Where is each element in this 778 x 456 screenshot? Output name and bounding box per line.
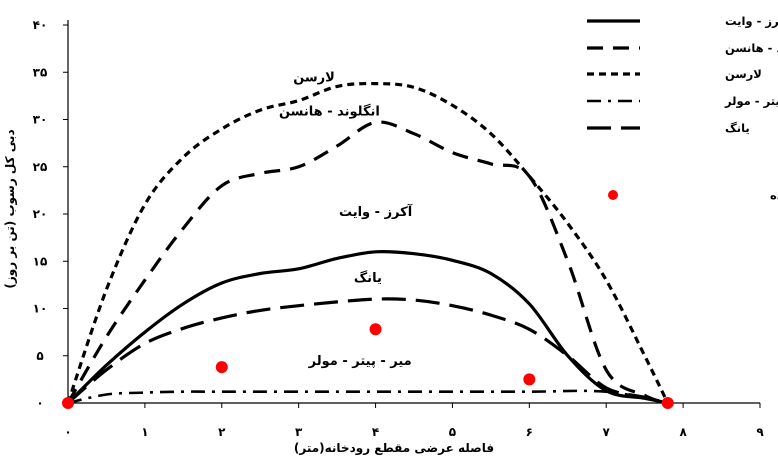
measured-point bbox=[369, 323, 382, 336]
curve-annotation: میر - پیتر - مولر bbox=[308, 354, 412, 369]
tick-labels: ۰ ۱ ۲ ۳ ۴ ۵ ۶ ۷ ۸ ۹ ۰ ۵ ۱۰ ۱۵ ۲۰ ۲۵ ۳۰ ۳۵ ۴۰ bbox=[33, 18, 765, 439]
y-tick-label: ۳۵ bbox=[33, 65, 48, 79]
x-tick-label: ۸ bbox=[679, 425, 687, 439]
legend-label: میر - پیتر - مولر bbox=[724, 94, 778, 109]
y-tick-label: ۱۵ bbox=[33, 254, 48, 268]
series-line-3 bbox=[66, 81, 670, 404]
curve-annotation: آکرز - وایت bbox=[339, 203, 413, 220]
measured-point bbox=[661, 397, 674, 409]
y-tick-label: ۲۰ bbox=[33, 207, 48, 221]
series-line-5 bbox=[66, 297, 669, 405]
legend-label: یانگ bbox=[725, 121, 750, 135]
measured-point bbox=[62, 397, 74, 409]
measured-point bbox=[215, 361, 228, 374]
x-tick-label: ۵ bbox=[449, 425, 456, 439]
legend-label: آکرز - وایت bbox=[725, 14, 778, 29]
curve-annotation: انگلوند - هانسن bbox=[279, 104, 380, 120]
legend-label: لارسن bbox=[725, 67, 762, 81]
measured-point bbox=[523, 373, 536, 386]
x-tick-label: ۷ bbox=[603, 425, 611, 439]
y-tick-label: ۵ bbox=[36, 349, 43, 363]
x-axis-title: فاصله عرضی مقطع رودخانه(متر) bbox=[294, 441, 494, 456]
y-tick-label: ۰ bbox=[36, 396, 43, 410]
legend-swatch bbox=[608, 190, 618, 200]
series-line-1 bbox=[66, 249, 669, 405]
y-tick-label: ۱۰ bbox=[33, 302, 48, 316]
series-line-2 bbox=[66, 120, 669, 405]
x-tick-label: ۲ bbox=[218, 425, 226, 439]
series-line-4 bbox=[67, 389, 668, 405]
x-tick-label: ۱ bbox=[141, 425, 148, 439]
x-tick-label: ۹ bbox=[756, 425, 764, 439]
x-tick-label: ۶ bbox=[526, 425, 533, 439]
legend-label: داده های اندازه گیری شده bbox=[770, 188, 778, 202]
x-tick-label: ۳ bbox=[295, 425, 303, 439]
curve-annotation: یانگ bbox=[354, 270, 382, 286]
y-tick-label: ۴۰ bbox=[33, 18, 48, 32]
y-tick-label: ۲۵ bbox=[33, 160, 48, 174]
legend-label: انگلوند - هانسن bbox=[725, 41, 778, 56]
y-tick-label: ۳۰ bbox=[33, 113, 48, 127]
x-tick-label: ۴ bbox=[372, 425, 379, 439]
y-axis-title: دبی کل رسوب (تن بر روز) bbox=[3, 129, 18, 288]
curve-annotation: لارسن bbox=[293, 71, 335, 86]
x-tick-label: ۰ bbox=[64, 425, 71, 439]
measured-points-layer bbox=[62, 323, 674, 409]
series-layer bbox=[66, 81, 670, 405]
legend: آکرز - وایت انگلوند - هانسن لارسن میر - پیت… bbox=[587, 14, 778, 202]
curve-annotations: آکرز - وایت انگلوند - هانسن لارسن میر - پیت… bbox=[279, 71, 413, 370]
